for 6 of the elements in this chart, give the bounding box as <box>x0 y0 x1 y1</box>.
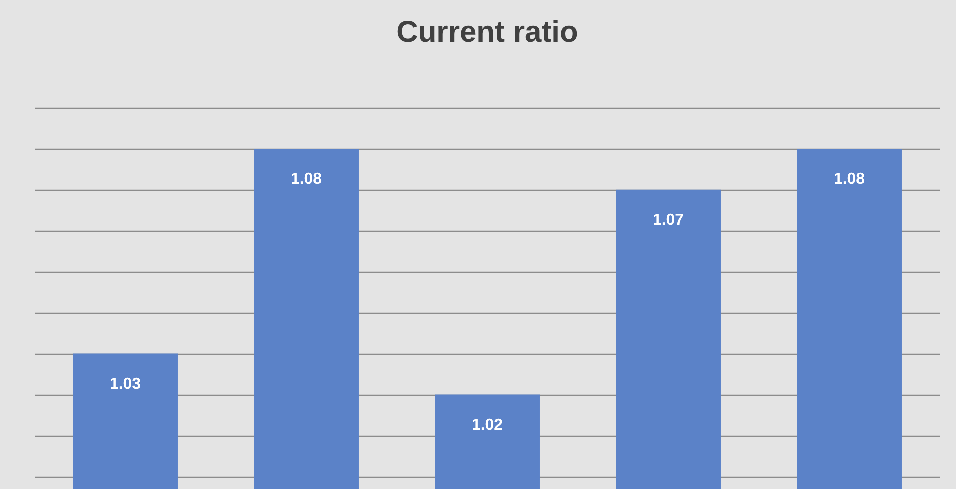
data-label: 1.08 <box>834 170 866 188</box>
data-label: 1.08 <box>290 170 322 188</box>
data-label: 1.02 <box>472 416 504 434</box>
chart-title: Current ratio <box>396 16 578 49</box>
data-label: 1.03 <box>110 376 142 393</box>
data-label: 1.07 <box>652 212 684 229</box>
